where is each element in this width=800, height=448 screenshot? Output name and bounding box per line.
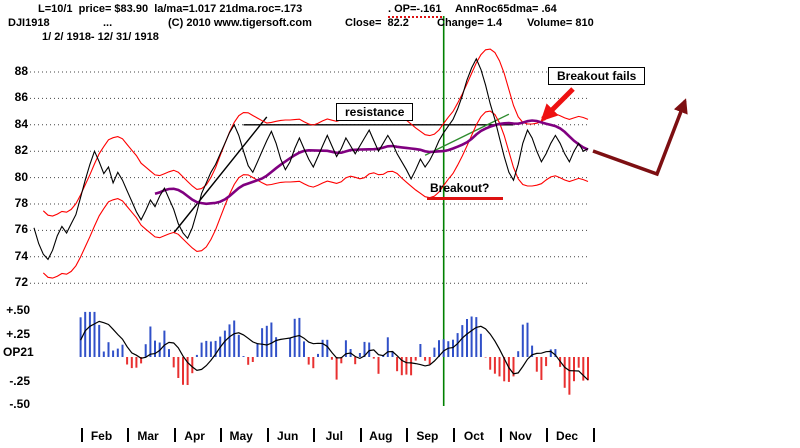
breakout-fails-label: Breakout fails bbox=[548, 67, 646, 85]
price-axis-label: 88 bbox=[14, 64, 28, 78]
indicator-name-label: OP21 bbox=[3, 345, 34, 359]
header-dots: ... bbox=[103, 17, 113, 29]
price-axis-label: 86 bbox=[14, 90, 28, 105]
month-tick bbox=[453, 428, 455, 442]
indicator-axis-label: +.50 bbox=[6, 303, 30, 317]
header-annroc-value: AnnRoc65dma= .64 bbox=[455, 3, 557, 15]
month-tick bbox=[220, 428, 223, 442]
month-label: Jul bbox=[325, 429, 343, 443]
month-tick bbox=[80, 428, 83, 442]
breakout-question-label: Breakout? bbox=[430, 181, 490, 195]
header-stats: L=10/1 price= $83.90 la/ma=1.017 21dma.r… bbox=[38, 3, 303, 15]
month-label: Nov bbox=[509, 429, 532, 443]
month-label: Sep bbox=[416, 429, 439, 443]
month-tick bbox=[313, 428, 316, 442]
header-op-value: . OP=-.161 bbox=[388, 3, 442, 18]
month-tick bbox=[406, 428, 409, 442]
month-label: Mar bbox=[137, 429, 159, 443]
month-label: Jun bbox=[277, 429, 299, 443]
month-label: Apr bbox=[184, 429, 205, 443]
month-tick bbox=[359, 428, 362, 442]
change-value: Change= 1.4 bbox=[437, 17, 503, 29]
month-tick bbox=[173, 428, 176, 442]
month-label: Dec bbox=[556, 429, 579, 443]
date-range-label: 1/ 2/ 1918- 12/ 31/ 1918 bbox=[42, 31, 159, 43]
price-axis-label: 82 bbox=[14, 143, 28, 158]
close-value: Close= 82.2 bbox=[345, 17, 409, 29]
month-label: Feb bbox=[90, 429, 113, 443]
resistance-label: resistance bbox=[336, 103, 414, 121]
indicator-axis-label: -.25 bbox=[9, 373, 30, 388]
indicator-axis-label: +.25 bbox=[6, 326, 30, 341]
volume-value: Volume= 810 bbox=[527, 17, 594, 29]
price-axis-label: 84 bbox=[14, 116, 28, 131]
symbol-label: DJI1918 bbox=[8, 17, 50, 29]
price-axis-label: 76 bbox=[14, 222, 28, 237]
breakout-question-underline bbox=[427, 197, 503, 200]
indicator-axis-label: -.50 bbox=[9, 397, 30, 411]
price-axis-label: 78 bbox=[14, 196, 28, 210]
month-label: Aug bbox=[369, 429, 393, 443]
copyright-label: (C) 2010 www.tigersoft.com bbox=[168, 17, 312, 29]
month-label: Oct bbox=[463, 429, 484, 443]
price-axis-label: 72 bbox=[14, 275, 28, 290]
month-tick bbox=[546, 428, 549, 442]
month-label: May bbox=[229, 429, 253, 443]
month-tick bbox=[127, 428, 130, 442]
price-axis-label: 74 bbox=[14, 248, 28, 263]
price-axis-label: 80 bbox=[14, 169, 28, 184]
month-tick bbox=[266, 428, 269, 442]
month-tick bbox=[592, 428, 595, 442]
month-tick bbox=[499, 428, 502, 442]
